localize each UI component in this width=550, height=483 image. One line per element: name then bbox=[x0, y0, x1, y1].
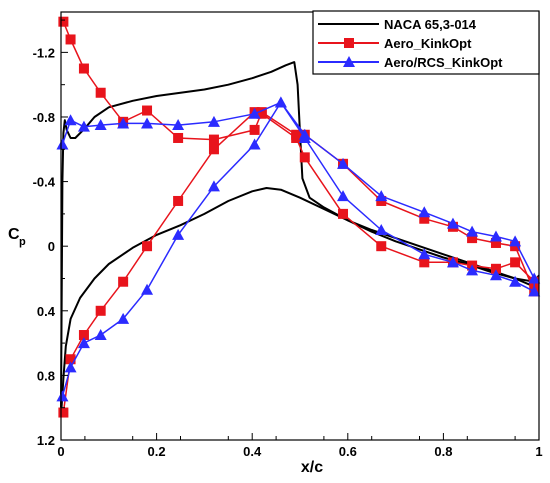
marker-triangle bbox=[418, 248, 431, 260]
y-axis-title-subscript: p bbox=[19, 236, 26, 248]
marker-triangle bbox=[64, 361, 77, 373]
y-axis-title-main: C bbox=[8, 226, 20, 243]
marker-triangle bbox=[509, 235, 522, 247]
marker-square bbox=[299, 152, 310, 163]
y-tick-label: -1.2 bbox=[33, 45, 55, 60]
axes-layer: 0 0.2 0.4 0.6 0.8 1 -1.2 -0.8 -0.4 0 0.4 0.8 1.2 bbox=[33, 19, 543, 459]
marker-square bbox=[95, 87, 106, 98]
marker-triangle bbox=[77, 337, 90, 349]
marker-triangle bbox=[343, 56, 355, 67]
marker-square bbox=[173, 132, 184, 143]
marker-triangle bbox=[94, 119, 107, 131]
marker-triangle bbox=[207, 180, 220, 192]
marker-triangle bbox=[94, 329, 107, 341]
marker-square bbox=[58, 407, 69, 418]
marker-triangle bbox=[274, 96, 287, 108]
legend-item: Aero/RCS_KinkOpt bbox=[318, 55, 503, 70]
marker-triangle bbox=[528, 285, 541, 297]
marker-square bbox=[467, 233, 478, 244]
marker-triangle bbox=[141, 117, 154, 129]
y-tick-label: -0.4 bbox=[33, 175, 56, 190]
y-tick-label: 0 bbox=[48, 239, 55, 254]
marker-square bbox=[419, 213, 430, 224]
marker-triangle bbox=[172, 228, 185, 240]
marker-triangle bbox=[141, 283, 154, 295]
marker-square bbox=[78, 330, 89, 341]
marker-triangle bbox=[56, 138, 69, 150]
marker-triangle bbox=[337, 157, 350, 169]
marker-triangle bbox=[298, 131, 311, 143]
legend-item: Aero_KinkOpt bbox=[318, 36, 472, 51]
x-tick-label: 0.8 bbox=[434, 444, 452, 459]
marker-square bbox=[344, 38, 354, 48]
marker-square bbox=[490, 237, 501, 248]
marker-triangle bbox=[117, 312, 130, 324]
marker-triangle bbox=[248, 138, 261, 150]
series-2 bbox=[56, 96, 541, 402]
marker-square bbox=[142, 241, 153, 252]
y-axis-title: C p bbox=[8, 226, 26, 248]
marker-square bbox=[510, 257, 521, 268]
marker-square bbox=[291, 132, 302, 143]
marker-square bbox=[249, 124, 260, 135]
marker-triangle bbox=[489, 269, 502, 281]
legend: NACA 65,3-014 Aero_KinkOpt Aero/RCS_KinkOp… bbox=[312, 10, 540, 75]
x-tick-label: 0.4 bbox=[243, 444, 262, 459]
plot-frame bbox=[60, 11, 540, 441]
y-tick-label: 1.2 bbox=[37, 433, 55, 448]
marker-triangle bbox=[375, 190, 388, 202]
marker-triangle bbox=[56, 390, 69, 402]
y-tick-label: 0.8 bbox=[37, 368, 55, 383]
marker-square bbox=[78, 63, 89, 74]
marker-triangle bbox=[117, 117, 130, 129]
marker-square bbox=[208, 144, 219, 155]
series-line bbox=[61, 101, 535, 397]
marker-square bbox=[65, 34, 76, 45]
marker-square bbox=[338, 208, 349, 219]
marker-triangle bbox=[446, 217, 459, 229]
marker-triangle bbox=[207, 115, 220, 127]
x-tick-label: 0.6 bbox=[339, 444, 357, 459]
marker-square bbox=[208, 134, 219, 145]
x-axis-title: x/c bbox=[301, 459, 323, 476]
marker-square bbox=[419, 257, 430, 268]
y-tick-label: -0.8 bbox=[33, 110, 55, 125]
marker-triangle bbox=[77, 120, 90, 132]
legend-label: NACA 65,3-014 bbox=[384, 17, 477, 32]
marker-triangle bbox=[466, 225, 479, 237]
y-tick-label: 0.4 bbox=[37, 304, 56, 319]
marker-triangle bbox=[466, 264, 479, 276]
marker-square bbox=[376, 241, 387, 252]
x-tick-label: 0.2 bbox=[148, 444, 166, 459]
marker-square bbox=[118, 276, 129, 287]
marker-triangle bbox=[509, 275, 522, 287]
marker-square bbox=[95, 305, 106, 316]
marker-square bbox=[490, 263, 501, 274]
legend-item: NACA 65,3-014 bbox=[318, 17, 477, 32]
marker-square bbox=[58, 16, 69, 27]
x-tick-label: 1 bbox=[535, 444, 542, 459]
marker-triangle bbox=[337, 190, 350, 202]
marker-triangle bbox=[528, 272, 541, 284]
marker-triangle bbox=[248, 107, 261, 119]
legend-label: Aero_KinkOpt bbox=[384, 36, 472, 51]
marker-triangle bbox=[172, 119, 185, 131]
marker-triangle bbox=[375, 224, 388, 236]
marker-triangle bbox=[64, 114, 77, 126]
marker-square bbox=[65, 354, 76, 365]
x-tick-label: 0 bbox=[57, 444, 64, 459]
series-layer bbox=[56, 16, 541, 418]
marker-square bbox=[256, 108, 267, 119]
marker-square bbox=[142, 105, 153, 116]
marker-triangle bbox=[489, 230, 502, 242]
legend-label: Aero/RCS_KinkOpt bbox=[384, 55, 503, 70]
series-line bbox=[60, 187, 540, 416]
marker-triangle bbox=[418, 206, 431, 218]
marker-square bbox=[173, 195, 184, 206]
marker-triangle bbox=[446, 256, 459, 268]
